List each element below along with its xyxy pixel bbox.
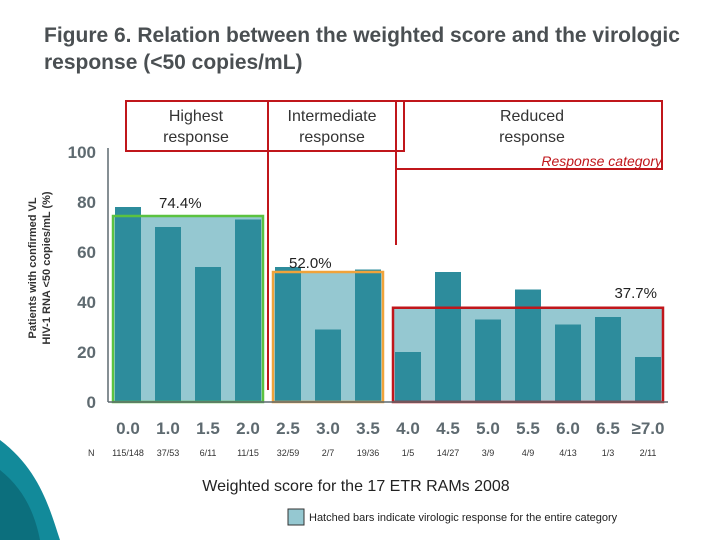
bar (395, 352, 421, 402)
category-label: response (163, 129, 229, 146)
y-tick-label: 20 (77, 343, 96, 362)
y-tick-label: 0 (87, 393, 96, 412)
n-label: 4/13 (559, 448, 577, 458)
y-tick-label: 80 (77, 193, 96, 212)
n-label: 4/9 (522, 448, 535, 458)
x-tick-label: 5.0 (476, 419, 500, 438)
x-tick-label: 4.0 (396, 419, 420, 438)
n-label: 2/11 (640, 448, 657, 458)
bar (155, 227, 181, 402)
x-tick-label: 2.5 (276, 419, 300, 438)
bar (595, 317, 621, 402)
n-label: 1/5 (402, 448, 415, 458)
bar (435, 272, 461, 402)
category-label: response (299, 129, 365, 146)
n-label: 2/7 (322, 448, 335, 458)
bar (195, 267, 221, 402)
x-tick-label: 4.5 (436, 419, 460, 438)
legend-swatch (287, 508, 305, 526)
x-tick-label: 1.0 (156, 419, 180, 438)
n-label: 37/53 (157, 448, 180, 458)
bar (515, 289, 541, 402)
group-percent-label: 74.4% (159, 195, 202, 212)
x-tick-label: 2.0 (236, 419, 260, 438)
n-label: 6/11 (200, 448, 217, 458)
n-label: 11/15 (237, 448, 259, 458)
n-label: 14/27 (437, 448, 460, 458)
y-axis-label-line2: HIV-1 RNA <50 copies/mL (%) (41, 191, 53, 344)
group-percent-label: 52.0% (289, 255, 332, 272)
x-tick-label: 3.5 (356, 419, 380, 438)
x-tick-label: 5.5 (516, 419, 540, 438)
category-label: response (499, 129, 565, 146)
bar (275, 267, 301, 402)
x-axis-label: Weighted score for the 17 ETR RAMs 2008 (202, 478, 510, 495)
x-tick-label: 6.0 (556, 419, 580, 438)
bar (355, 269, 381, 402)
x-tick-label: ≥7.0 (632, 419, 665, 438)
n-label: 115/148 (112, 448, 144, 458)
x-tick-label: 1.5 (196, 419, 220, 438)
category-label: Highest (169, 108, 224, 125)
bar (115, 207, 141, 402)
n-row-label: N (88, 448, 95, 458)
bar (555, 324, 581, 402)
category-box-reduced (395, 100, 663, 170)
bar (315, 329, 341, 402)
x-tick-label: 6.5 (596, 419, 620, 438)
group-percent-label: 37.7% (614, 285, 657, 302)
bar (475, 319, 501, 402)
category-label: Intermediate (288, 108, 377, 125)
corner-swoosh-dark (0, 470, 40, 540)
x-tick-label: 3.0 (316, 419, 340, 438)
bar (235, 219, 261, 402)
y-tick-label: 60 (77, 243, 96, 262)
n-label: 1/3 (602, 448, 615, 458)
n-label: 3/9 (482, 448, 495, 458)
category-box-highest-intermediate (125, 100, 405, 152)
y-tick-label: 40 (77, 293, 96, 312)
y-axis-label: Patients with confirmed VL (27, 197, 39, 338)
y-tick-label: 100 (68, 143, 96, 162)
bar (635, 357, 661, 402)
legend-note: Hatched bars indicate virologic response… (309, 512, 618, 524)
n-label: 32/59 (277, 448, 300, 458)
figure-title: Figure 6. Relation between the weighted … (44, 24, 680, 74)
category-label: Reduced (500, 108, 564, 125)
response-category-title: Response category (541, 153, 663, 169)
n-label: 19/36 (357, 448, 380, 458)
x-tick-label: 0.0 (116, 419, 140, 438)
